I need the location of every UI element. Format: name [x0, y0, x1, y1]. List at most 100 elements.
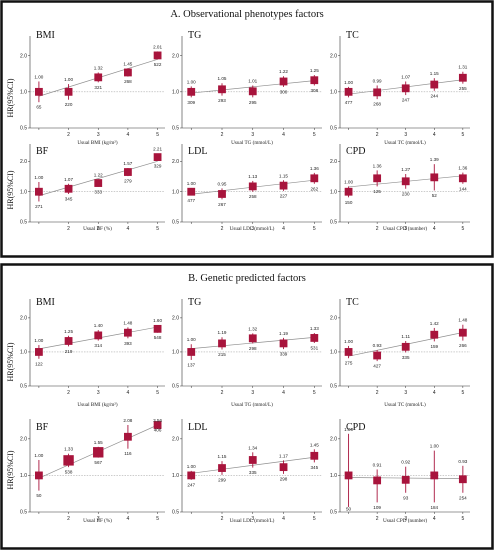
panel-b-bmi-hr-label: 1.48	[123, 320, 132, 325]
panel-b-tc-hr-label: 1.11	[401, 334, 410, 339]
panel-b-ylabel-bottom: HR(95%CI)	[6, 450, 15, 489]
panel-a-bmi-hr-label: 1.32	[94, 65, 103, 70]
panel-b-bf-xtick-label: 5	[156, 516, 159, 522]
panel-a-ldl-hr-label: 1.36	[310, 166, 319, 171]
panel-a: A. Observational phenotypes factors HR(9…	[0, 0, 494, 258]
panel-b-tc-xtick-label: 4	[433, 390, 436, 396]
panel-b-ldl-n-label: 298	[280, 476, 288, 481]
panel-b-ldl-hr-marker	[248, 456, 257, 464]
panel-b-bmi-hr-label: 1.40	[94, 323, 103, 328]
panel-b-tg-xtick-label: 2	[221, 390, 224, 396]
panel-a-title: A. Observational phenotypes factors	[170, 9, 323, 20]
panel-a-ldl-n-label: 477	[187, 198, 195, 203]
panel-a-ldl-ytick-label: 2.0	[172, 159, 179, 165]
panel-a-bmi-hr-label: 1.00	[34, 74, 43, 79]
panel-a-tg-xtick-label: 4	[282, 132, 285, 138]
panel-a-tg-label: TG	[188, 30, 201, 41]
panel-b-bf-hr-marker	[93, 447, 104, 458]
panel-b-tc-hr-label: 1.48	[458, 318, 467, 323]
panel-a-bf-hr-marker	[94, 179, 103, 187]
panel-a-tc-hr-marker	[458, 73, 467, 82]
panel-b-bf-hr-marker	[63, 455, 74, 466]
panel-a-cpd-hr-marker	[344, 187, 353, 196]
panel-b-tc-n-label: 159	[430, 344, 438, 349]
panel-b-tc-ytick-label: 1.0	[330, 350, 337, 356]
panel-a-bf-hr-label: 1.22	[94, 172, 103, 177]
panel-a-bmi-chart: 0.5 1.0 2.0 2 3 4 5 BMI Usual BMI (kg/m²) 1.00 65 1…	[20, 30, 165, 146]
panel-b-tg-hr-label: 1.33	[310, 326, 319, 331]
panel-b-bmi-hr-marker	[35, 348, 43, 356]
panel-b-bf-xlabel: Usual BF (%)	[83, 517, 112, 524]
panel-a-cpd-label: CPD	[346, 146, 365, 157]
panel-a-ldl-xlabel: Usual LDL (mmol/L)	[230, 225, 275, 232]
panel-b-ldl-n-label: 247	[187, 482, 195, 487]
panel-a-bf-hr-marker	[153, 153, 162, 161]
panel-b-tg-hr-label: 1.00	[187, 337, 196, 342]
panel-b-bmi-xtick-label: 5	[156, 390, 159, 396]
panel-a-bf-hr-marker	[124, 168, 132, 176]
panel-a-ldl-hr-label: 1.00	[187, 181, 196, 186]
panel-a-tc-n-label: 268	[373, 102, 381, 107]
panel-b-ldl-hr-label: 1.17	[279, 453, 288, 458]
panel-a-bf-hr-marker	[35, 187, 43, 196]
panel-a-tc-ytick-label: 0.5	[330, 126, 337, 132]
panel-b-cpd-hr-label: 1.00	[430, 444, 439, 449]
panel-b-tc-xlabel: Usual TC (mmol/L)	[384, 401, 426, 408]
panel-a-ldl-hr-label: 1.13	[248, 174, 257, 179]
panel-b-bmi-n-label: 219	[65, 349, 73, 354]
panel-a-ldl-hr-marker	[248, 182, 257, 191]
panel-a-tc-n-label: 244	[430, 93, 438, 98]
panel-b-border	[0, 263, 494, 550]
panel-b-bmi-hr-marker	[64, 337, 73, 345]
panel-a-tc-n-label: 255	[459, 86, 467, 91]
panel-b-tg-hr-label: 1.19	[279, 331, 288, 336]
panel-a-tg-xtick-label: 3	[251, 132, 254, 138]
panel-a-tc-xtick-label: 5	[461, 132, 464, 138]
panel-a-ldl-hr-marker	[310, 174, 319, 183]
panel-a-tc-hr-marker	[344, 87, 353, 96]
panel-a-cpd-hr-marker	[458, 174, 467, 183]
panel-b-bmi-ytick-label: 0.5	[20, 384, 27, 390]
panel-a-bmi-label: BMI	[36, 30, 55, 41]
panel-a-bf-hr-label: 1.07	[64, 177, 73, 182]
panel-a-tg-ytick-label: 1.0	[172, 90, 179, 96]
panel-a-cpd-hr-marker	[430, 173, 439, 182]
panel-a-tg-n-label: 308	[310, 88, 318, 93]
panel-a-bmi-hr-label: 2.01	[153, 44, 162, 49]
panel-a-ldl-label: LDL	[188, 146, 207, 157]
panel-b-bf-hr-label: 1.55	[94, 440, 103, 445]
panel-a-tc-hr-label: 1.00	[344, 80, 353, 85]
panel-a-tc-hr-label: 1.31	[458, 65, 467, 70]
panel-b-tc-n-label: 275	[345, 361, 353, 366]
panel-b-bf-xtick-label: 4	[127, 516, 130, 522]
panel-b-bf-hr-marker	[124, 432, 132, 441]
panel-a-bmi-xtick-label: 2	[67, 132, 70, 138]
panel-b-cpd-hr-marker	[401, 475, 410, 484]
panel-b-tc-chart: 0.5 1.0 2.0 2 3 4 5 TC Usual TC (mmol/L) 1.00 275 0…	[330, 297, 470, 408]
panel-a-bf-ytick-label: 2.0	[20, 159, 27, 165]
panel-a-bmi-hr-marker	[94, 73, 103, 82]
panel-b-ldl-hr-label: 1.15	[218, 454, 227, 459]
panel-b-tg-xtick-label: 3	[251, 390, 254, 396]
panel-b-tg-ytick-label: 2.0	[172, 316, 179, 322]
panel-a-tc-hr-label: 0.99	[373, 78, 382, 83]
panel-b-cpd-xtick-label: 4	[433, 516, 436, 522]
panel-a-tg-chart: 0.5 1.0 2.0 2 3 4 5 TG Usual TG (mmol/L) 1.00 309 1…	[172, 30, 322, 146]
panel-a-ldl-hr-marker	[218, 190, 226, 198]
panel-b-ldl-xtick-label: 2	[221, 516, 224, 522]
panel-a-tc-xtick-label: 3	[404, 132, 407, 138]
panel-b-bmi-n-label: 122	[35, 361, 43, 366]
panel-a-tc-hr-marker	[401, 84, 410, 93]
panel-b-tg-xlabel: Usual TG (mmol/L)	[231, 401, 273, 408]
panel-b-cpd-hr-label: 1.00	[344, 427, 353, 432]
panel-a-tc-ytick-label: 1.0	[330, 90, 337, 96]
panel-a-tg-ytick-label: 0.5	[172, 126, 179, 132]
panel-a-tc-hr-marker	[373, 88, 382, 97]
panel-b-bmi-n-label: 314	[94, 343, 102, 348]
panel-a-tg-hr-label: 1.01	[248, 78, 257, 83]
panel-b-cpd-hr-label: 0.91	[373, 462, 382, 467]
panel-b-tc-label: TC	[346, 297, 359, 308]
panel-b-tg-hr-label: 1.32	[248, 326, 257, 331]
